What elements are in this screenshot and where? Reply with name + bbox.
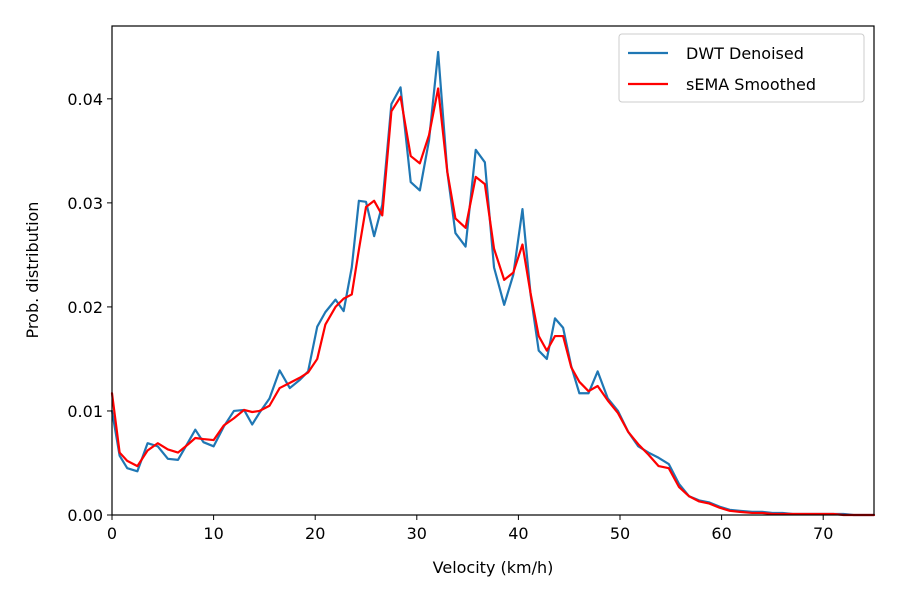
y-tick-label: 0.00 bbox=[67, 506, 103, 525]
y-tick-label: 0.04 bbox=[67, 90, 103, 109]
x-tick-label: 40 bbox=[508, 524, 528, 543]
x-tick-label: 60 bbox=[711, 524, 731, 543]
legend: DWT Denoised sEMA Smoothed bbox=[618, 33, 865, 103]
y-axis: 0.00 0.01 0.02 0.03 0.04 bbox=[67, 90, 112, 525]
series-line-sema-smoothed bbox=[110, 87, 876, 517]
series-line-dwt-denoised bbox=[110, 50, 876, 517]
y-tick-label: 0.02 bbox=[67, 298, 103, 317]
x-axis: 0 10 20 30 40 50 60 70 bbox=[107, 515, 833, 543]
x-tick-label: 20 bbox=[305, 524, 325, 543]
legend-label-dwt: DWT Denoised bbox=[686, 44, 804, 63]
legend-label-sema: sEMA Smoothed bbox=[686, 75, 816, 94]
x-tick-label: 10 bbox=[203, 524, 223, 543]
legend-box bbox=[618, 33, 865, 103]
y-tick-label: 0.03 bbox=[67, 194, 103, 213]
x-tick-label: 30 bbox=[407, 524, 427, 543]
y-tick-label: 0.01 bbox=[67, 402, 103, 421]
y-axis-label: Prob. distribution bbox=[23, 202, 42, 339]
x-tick-label: 0 bbox=[107, 524, 117, 543]
x-tick-label: 70 bbox=[813, 524, 833, 543]
x-axis-label: Velocity (km/h) bbox=[433, 558, 554, 577]
x-tick-label: 50 bbox=[610, 524, 630, 543]
plot-frame bbox=[111, 25, 875, 516]
plot-lines bbox=[110, 50, 876, 517]
